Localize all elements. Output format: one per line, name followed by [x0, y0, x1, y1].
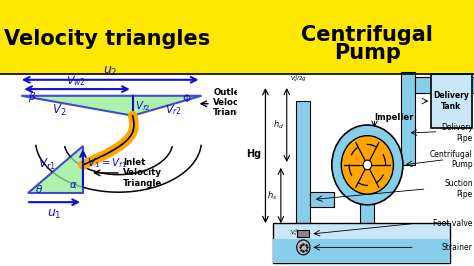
Text: $V_{r1}$: $V_{r1}$	[38, 157, 56, 172]
FancyBboxPatch shape	[431, 74, 472, 128]
Text: $\theta$: $\theta$	[35, 183, 43, 195]
Bar	[237, 74, 474, 266]
Text: $V_2$: $V_2$	[52, 103, 66, 118]
Text: $V_d^2/2g$: $V_d^2/2g$	[290, 73, 307, 84]
Text: Foot valve: Foot valve	[433, 219, 473, 228]
Text: $h_d$: $h_d$	[273, 119, 284, 131]
Bar	[296, 101, 310, 234]
Text: Hg: Hg	[246, 149, 261, 159]
Text: Delivery
Tank: Delivery Tank	[434, 92, 469, 111]
Text: Centrifugal: Centrifugal	[301, 24, 433, 45]
Text: $V_{w2}$: $V_{w2}$	[66, 74, 86, 88]
Text: $h_s$: $h_s$	[267, 189, 278, 202]
Bar	[310, 192, 334, 207]
Text: $\Phi$: $\Phi$	[182, 92, 192, 105]
Text: $\beta$: $\beta$	[28, 90, 36, 104]
Text: $u_2$: $u_2$	[103, 65, 118, 78]
Circle shape	[363, 160, 372, 170]
Bar	[360, 192, 374, 234]
Circle shape	[297, 240, 310, 255]
Text: Strainer: Strainer	[442, 243, 473, 252]
Circle shape	[332, 125, 403, 205]
Bar	[298, 230, 309, 237]
Bar	[273, 223, 450, 263]
Text: Centrifugal
Pump: Centrifugal Pump	[430, 150, 473, 169]
Text: Suction
Pipe: Suction Pipe	[444, 179, 473, 198]
Bar	[401, 72, 415, 165]
Circle shape	[341, 136, 393, 194]
Text: Velocity triangles: Velocity triangles	[3, 28, 210, 49]
Text: Pump: Pump	[334, 43, 401, 63]
Text: Outlet
Velocity
Triangle: Outlet Velocity Triangle	[213, 88, 253, 117]
Bar	[273, 239, 450, 263]
Bar	[0, 74, 237, 266]
Text: Delivery
Pipe: Delivery Pipe	[441, 123, 473, 143]
Text: $V_{r2}$: $V_{r2}$	[164, 103, 182, 117]
Polygon shape	[28, 146, 83, 193]
Polygon shape	[21, 96, 201, 116]
Text: $V_1=V_{f1}$: $V_1=V_{f1}$	[86, 157, 127, 171]
Text: $V_{f2}$: $V_{f2}$	[135, 99, 151, 113]
Text: Impeller: Impeller	[374, 113, 414, 122]
Text: $V_s^2/2g$: $V_s^2/2g$	[290, 227, 307, 238]
Text: $\alpha$: $\alpha$	[69, 180, 78, 190]
Text: $u_1$: $u_1$	[47, 207, 62, 221]
Text: Inlet
Velocity
Triangle: Inlet Velocity Triangle	[123, 158, 163, 188]
Bar	[415, 77, 474, 93]
